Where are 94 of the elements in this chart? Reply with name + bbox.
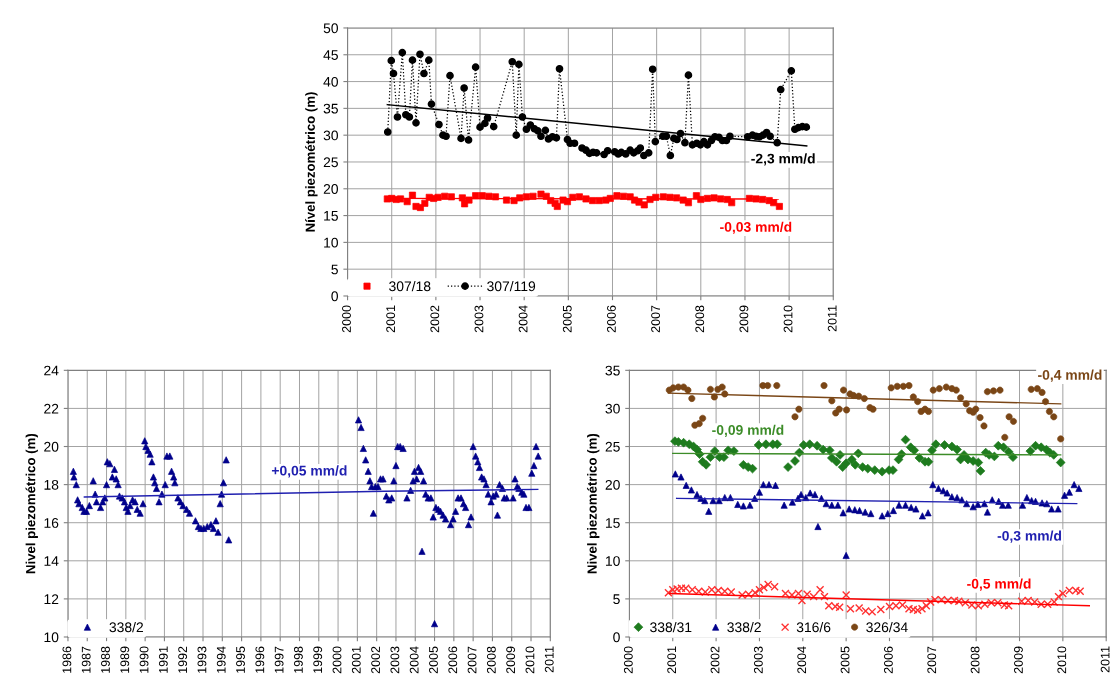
x-tick-label: 2005 [840,646,850,674]
x-tick-label: 2004 [518,305,528,333]
x-tick-label: 2007 [467,646,477,674]
x-tick-label: 1992 [178,646,188,673]
x-tick-label: 2009 [506,646,516,674]
x-tick-label: 2007 [927,646,937,674]
x-tick-label: 2008 [486,646,496,674]
x-tick-label: 2001 [667,646,677,674]
y-tick-label: 10 [44,632,59,643]
x-tick-label: 2002 [430,305,440,333]
x-tick-label: 2002 [710,646,720,674]
x-tick-label: 2000 [332,646,342,674]
y-tick-label: 50 [323,23,338,34]
y-tick-label: 40 [323,76,338,87]
legend-label: 338/2 [109,621,143,633]
x-tick-label: 1988 [101,646,110,673]
legend-label: 338/31 [650,621,692,633]
y-tick-label: 0 [331,291,338,302]
y-tick-label: 24 [44,365,59,376]
x-tick-label: 2001 [351,646,361,674]
series-label: -0,03 mm/d [720,221,792,234]
x-tick-label: 1987 [81,646,91,673]
x-tick-label: 1993 [197,646,207,673]
series-label: -2,3 mm/d [751,153,815,166]
x-tick-label: 1997 [274,646,284,673]
legend-label: 307/119 [487,280,536,292]
x-tick-label: 2011 [544,646,554,673]
x-tick-label: 2008 [970,646,980,674]
y-tick-label: 18 [44,479,59,490]
x-tick-label: 2010 [525,646,535,674]
x-tick-label: 1996 [255,646,265,673]
x-tick-label: 1998 [293,646,303,673]
x-tick-label: 2010 [1057,646,1067,674]
y-tick-label: 10 [324,237,338,248]
x-tick-label: 2008 [695,305,705,333]
x-tick-label: 1995 [236,646,245,673]
y-tick-label: 16 [44,518,59,528]
y-tick-label: 20 [44,441,59,452]
y-axis-title: Nivel piezométrico (m) [586,433,600,574]
y-tick-label: 10 [605,556,620,566]
y-axis-title: Nivel piezométrico (m) [25,433,38,574]
series-label: -0,3 mm/d [997,530,1062,543]
x-tick-label: 2003 [753,646,763,674]
x-tick-label: 2003 [474,305,484,333]
series-label: +0,05 mm/d [271,465,347,478]
y-tick-label: 15 [324,211,338,221]
x-tick-label: 2009 [1014,646,1023,674]
legend-label: 316/6 [796,621,831,633]
x-tick-label: 2000 [342,305,351,333]
x-tick-label: 2011 [1100,646,1110,673]
y-tick-label: 0 [613,632,620,643]
x-tick-label: 2000 [623,646,633,674]
y-tick-label: 5 [331,264,338,275]
x-tick-label: 2007 [651,305,661,333]
x-tick-label: 2001 [386,305,396,333]
legend-label: 326/34 [866,621,908,633]
x-tick-label: 2010 [783,305,793,333]
y-tick-label: 20 [605,479,620,490]
y-tick-label: 5 [613,594,620,605]
y-tick-label: 22 [44,403,59,414]
x-tick-label: 1991 [158,646,168,673]
x-tick-label: 2004 [797,646,807,674]
y-tick-label: 25 [323,157,338,168]
x-tick-label: 2011 [827,305,837,332]
x-tick-label: 2004 [409,646,419,674]
y-tick-label: 35 [323,103,338,114]
x-tick-label: 1994 [216,646,226,673]
y-tick-label: 25 [605,441,620,452]
x-tick-label: 2002 [371,646,381,674]
x-tick-label: 2005 [429,646,438,674]
y-tick-label: 15 [605,518,620,528]
series-label: -0,5 mm/d [967,578,1031,591]
x-tick-label: 2005 [562,305,572,333]
x-tick-label: 2006 [448,646,458,674]
x-tick-label: 2006 [607,305,616,333]
series-label: -0,4 mm/d [1038,369,1102,382]
y-tick-label: 30 [323,130,338,141]
x-tick-label: 2009 [739,305,749,333]
x-tick-label: 2003 [390,646,400,674]
y-tick-label: 20 [323,184,338,194]
y-tick-label: 12 [44,594,59,604]
legend-label: 338/2 [727,621,761,633]
x-tick-label: 2006 [883,646,893,674]
y-tick-label: 14 [44,556,59,566]
y-tick-label: 45 [323,50,338,60]
x-tick-label: 1986 [62,646,72,673]
legend-label: 307/18 [389,280,431,292]
y-axis-title: Nível piezométrico (m) [305,92,318,232]
x-tick-label: 1990 [139,646,149,673]
x-tick-label: 1999 [313,646,323,673]
y-tick-label: 35 [605,365,620,376]
series-label: -0,09 mm/d [712,424,784,437]
x-tick-label: 1989 [120,646,130,673]
y-tick-label: 30 [605,403,620,414]
